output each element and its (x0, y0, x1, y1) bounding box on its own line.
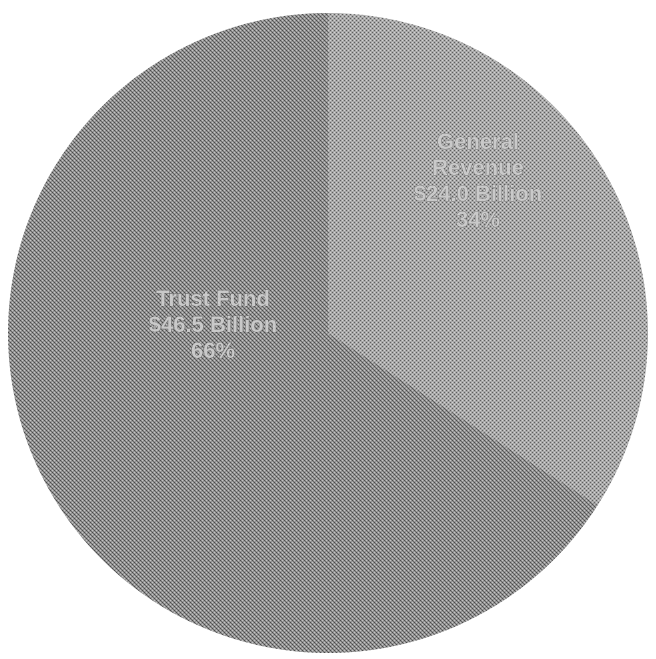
pie-label-line: $46.5 Billion (149, 312, 277, 337)
pie-label-line: $24.0 Billion (414, 181, 542, 206)
pie-label-line: 66% (191, 338, 235, 363)
pie-slice-general-revenue (328, 13, 648, 506)
pie-label-line: Revenue (432, 155, 524, 180)
pie-label-line: General (437, 129, 519, 154)
pie-slice-trust-fund (7, 13, 598, 653)
pie-label-line: 34% (456, 207, 500, 232)
pie-label-trust-fund: Trust Fund $46.5 Billion 66% (149, 286, 277, 363)
pie-label-line: Trust Fund (156, 286, 270, 311)
pie-label-general-revenue: General Revenue $24.0 Billion 34% (414, 129, 542, 232)
